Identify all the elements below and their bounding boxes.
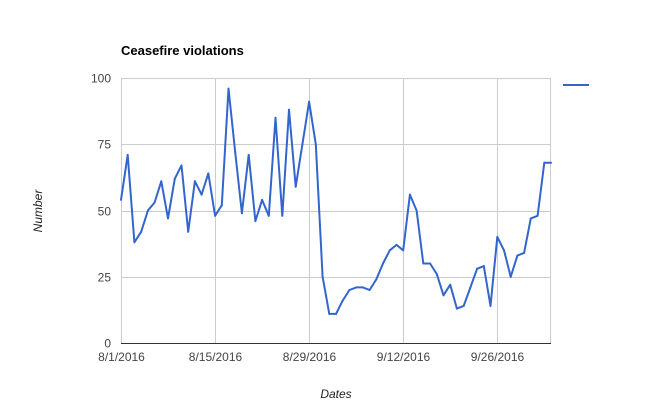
data-point: [375, 278, 378, 281]
data-point: [335, 312, 337, 315]
data-point: [167, 217, 169, 220]
data-point: [267, 214, 270, 217]
data-point: [153, 201, 156, 204]
y-tick-label: 0: [104, 337, 111, 351]
data-point: [146, 209, 149, 212]
data-point: [234, 151, 237, 154]
data-point: [120, 198, 122, 201]
data-point: [529, 217, 532, 220]
x-axis-ticks: 8/1/2016 8/15/2016 8/29/2016 9/12/2016 9/26/…: [98, 350, 524, 364]
data-point: [294, 185, 297, 188]
data-point: [482, 265, 485, 268]
x-tick-label: 9/26/2016: [471, 350, 525, 364]
x-tick-label: 8/15/2016: [189, 350, 243, 364]
data-point: [348, 289, 351, 291]
data-point: [180, 164, 183, 167]
chart-title: Ceasefire violations: [121, 43, 244, 58]
data-point: [442, 294, 445, 297]
data-point: [489, 304, 492, 307]
data-point: [254, 220, 257, 223]
data-point: [516, 254, 519, 257]
series-line: [120, 87, 551, 315]
data-point: [355, 286, 358, 289]
data-point: [368, 289, 371, 291]
data-point: [402, 249, 405, 252]
y-axis-label: Number: [31, 189, 45, 233]
data-point: [462, 304, 465, 307]
data-point: [274, 116, 277, 119]
data-point: [207, 172, 210, 175]
data-point: [449, 283, 452, 286]
data-point: [214, 214, 217, 217]
data-point: [193, 180, 196, 183]
data-point: [173, 177, 176, 180]
data-point: [247, 153, 250, 156]
data-point: [160, 180, 163, 183]
data-point: [408, 193, 411, 196]
data-point: [187, 230, 190, 233]
data-point: [476, 267, 479, 270]
data-point: [126, 153, 129, 156]
data-point: [523, 251, 526, 254]
data-point: [455, 307, 458, 310]
data-point: [536, 214, 539, 217]
data-point: [435, 273, 438, 276]
data-point: [469, 286, 472, 289]
data-point: [281, 214, 284, 217]
y-tick-label: 75: [98, 138, 112, 152]
data-point: [240, 212, 243, 215]
data-point: [328, 312, 331, 315]
data-points: [120, 87, 552, 315]
data-point: [288, 108, 290, 111]
x-tick-label: 8/29/2016: [283, 350, 337, 364]
gridlines: [121, 78, 551, 343]
data-point: [140, 230, 143, 233]
data-point: [301, 143, 304, 146]
data-point: [133, 241, 136, 244]
data-point: [314, 143, 317, 146]
data-point: [261, 198, 264, 201]
data-point: [395, 243, 398, 246]
data-point: [509, 275, 512, 278]
data-point: [388, 249, 391, 252]
data-point: [382, 262, 384, 265]
data-point: [550, 161, 552, 164]
data-point: [503, 249, 505, 252]
data-point: [200, 193, 203, 196]
x-tick-label: 9/12/2016: [377, 350, 431, 364]
data-point: [361, 286, 364, 289]
data-point: [415, 209, 418, 212]
y-tick-label: 25: [98, 271, 112, 285]
data-point: [308, 100, 311, 103]
y-axis-ticks: 0 25 50 75 100: [91, 72, 111, 351]
data-point: [429, 262, 432, 265]
data-point: [220, 204, 223, 207]
y-tick-label: 100: [91, 72, 111, 86]
data-point: [227, 87, 230, 90]
data-point: [496, 236, 499, 238]
data-point: [321, 275, 324, 278]
y-tick-label: 50: [98, 205, 112, 219]
data-point: [341, 299, 344, 302]
data-point: [543, 161, 546, 164]
x-axis-label: Dates: [320, 387, 351, 401]
data-point: [422, 262, 425, 265]
x-tick-label: 8/1/2016: [98, 350, 145, 364]
